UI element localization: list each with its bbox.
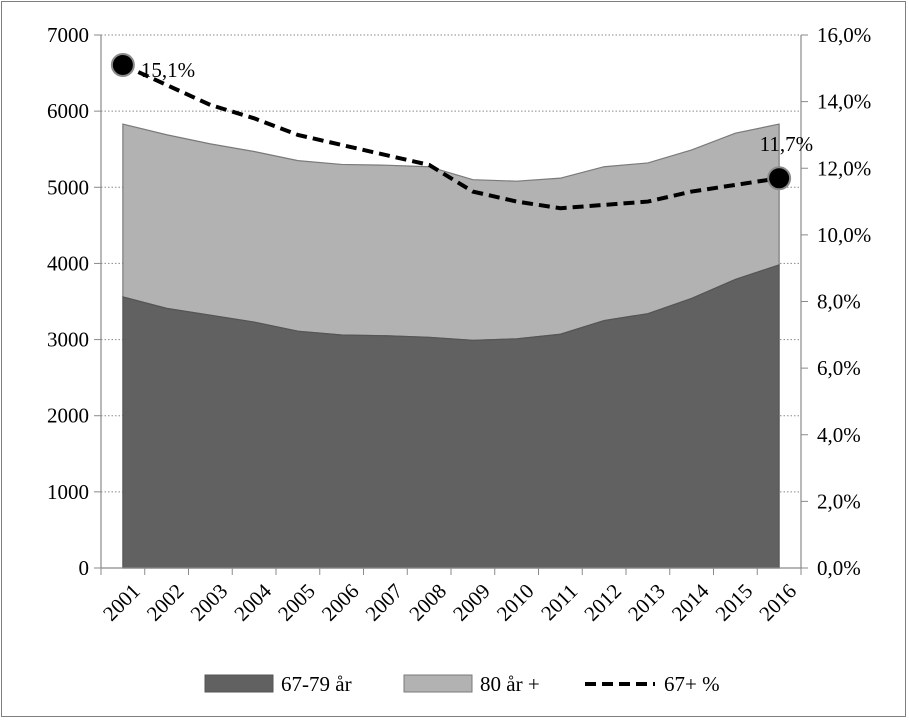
x-tick-label: 2012 xyxy=(579,579,626,626)
legend-swatch-80-plus xyxy=(403,674,473,693)
x-tick-label: 2004 xyxy=(229,579,276,626)
data-label: 15,1% xyxy=(141,58,195,82)
x-tick-label: 2009 xyxy=(448,579,495,626)
x-tick-label: 2011 xyxy=(536,579,582,625)
y-left-tick-label: 1000 xyxy=(47,480,89,504)
y-left-tick-label: 6000 xyxy=(47,99,89,123)
area-67-79 xyxy=(122,264,780,569)
legend: 67-79 år 80 år + 67+ % xyxy=(204,672,720,696)
axes xyxy=(94,34,808,575)
line-marker xyxy=(767,166,792,191)
legend-label-67-plus-percent: 67+ % xyxy=(664,672,720,696)
x-tick-label: 2010 xyxy=(492,579,539,626)
y-right-tick-label: 12,0% xyxy=(817,156,871,180)
y-left-tick-label: 4000 xyxy=(47,251,89,275)
y-right-tick-label: 0,0% xyxy=(817,556,861,580)
x-tick-label: 2008 xyxy=(404,579,451,626)
y-right-tick-label: 4,0% xyxy=(817,423,861,447)
x-tick-label: 2015 xyxy=(711,579,758,626)
line-67-plus-percent xyxy=(122,63,780,211)
legend-swatch-67-79 xyxy=(204,674,274,693)
y-left-tick-label: 0 xyxy=(79,556,90,580)
legend-label-80-plus: 80 år + xyxy=(480,672,540,696)
y-right-tick-label: 2,0% xyxy=(817,489,861,513)
x-tick-label: 2006 xyxy=(317,579,364,626)
y-left-tick-label: 5000 xyxy=(47,175,89,199)
x-tick-label: 2005 xyxy=(273,579,320,626)
y-right-tick-label: 6,0% xyxy=(817,356,861,380)
x-tick-label: 2013 xyxy=(623,579,670,626)
x-tick-label: 2003 xyxy=(186,579,233,626)
y-right-tick-label: 8,0% xyxy=(817,290,861,314)
y-left-tick-label: 7000 xyxy=(47,23,89,47)
data-label: 11,7% xyxy=(760,132,813,156)
x-tick-label: 2002 xyxy=(142,579,189,626)
y-left-tick-label: 3000 xyxy=(47,328,89,352)
y-left-tick-label: 2000 xyxy=(47,404,89,428)
y-right-tick-label: 16,0% xyxy=(817,23,871,47)
legend-label-67-79: 67-79 år xyxy=(281,672,352,696)
x-tick-label: 2016 xyxy=(754,579,801,626)
x-tick-label: 2007 xyxy=(361,579,408,626)
y-right-tick-label: 10,0% xyxy=(817,223,871,247)
x-tick-label: 2001 xyxy=(98,579,145,626)
line-series: 15,1% 11,7% xyxy=(110,52,813,211)
y-right-tick-label: 14,0% xyxy=(817,90,871,114)
line-marker xyxy=(110,52,135,77)
area-series xyxy=(122,123,780,569)
x-tick-label: 2014 xyxy=(667,579,714,626)
